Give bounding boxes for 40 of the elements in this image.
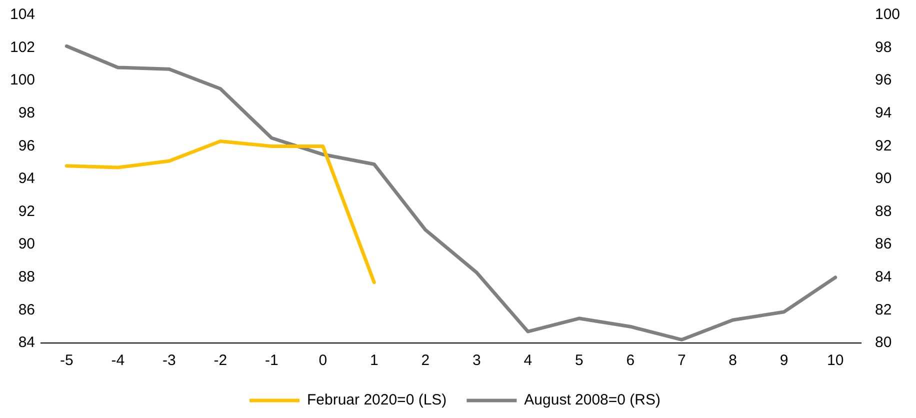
y2-tick-label: 86 (874, 236, 892, 253)
legend-label: August 2008=0 (RS) (524, 392, 661, 409)
y-tick-label: 94 (18, 170, 36, 188)
y-tick-label: 102 (10, 38, 36, 56)
y-tick-label: 104 (10, 6, 36, 24)
y2-tick-label: 100 (874, 6, 900, 24)
x-tick-label: 7 (677, 352, 686, 370)
x-tick-label: 6 (626, 352, 635, 370)
x-tick-label: 1 (370, 352, 378, 370)
y2-tick-label: 90 (874, 170, 892, 188)
y-tick-label: 84 (18, 334, 36, 352)
y-tick-label: 92 (18, 202, 36, 220)
y2-tick-label: 94 (874, 104, 892, 122)
y2-tick-label: 98 (874, 38, 892, 56)
x-tick-label: 5 (574, 352, 584, 370)
x-tick-label: -5 (60, 352, 74, 370)
y2-tick-label: 84 (874, 268, 892, 286)
y-tick-label: 90 (18, 236, 36, 253)
y2-tick-label: 82 (874, 301, 892, 318)
x-tick-label: -3 (162, 352, 176, 370)
y2-tick-label: 88 (874, 202, 892, 220)
x-tick-label: 4 (524, 352, 532, 370)
x-tick-label: 3 (472, 352, 481, 370)
y-tick-label: 100 (10, 72, 36, 89)
x-tick-label: 8 (728, 352, 738, 370)
y-tick-label: 98 (18, 104, 36, 122)
x-tick-label: 0 (318, 352, 328, 370)
y2-tick-label: 80 (874, 334, 892, 352)
x-tick-label: -2 (214, 352, 228, 370)
y-tick-label: 86 (18, 301, 36, 318)
x-tick-label: -1 (264, 352, 278, 370)
y2-tick-label: 96 (874, 72, 892, 89)
legend-label: Februar 2020=0 (LS) (307, 392, 447, 409)
x-tick-label: -4 (111, 352, 125, 370)
x-tick-label: 10 (827, 352, 844, 370)
y-tick-label: 88 (18, 268, 36, 286)
x-tick-label: 9 (780, 352, 788, 370)
y-tick-label: 96 (18, 137, 36, 154)
y2-tick-label: 92 (874, 137, 892, 154)
x-tick-label: 2 (421, 352, 430, 370)
